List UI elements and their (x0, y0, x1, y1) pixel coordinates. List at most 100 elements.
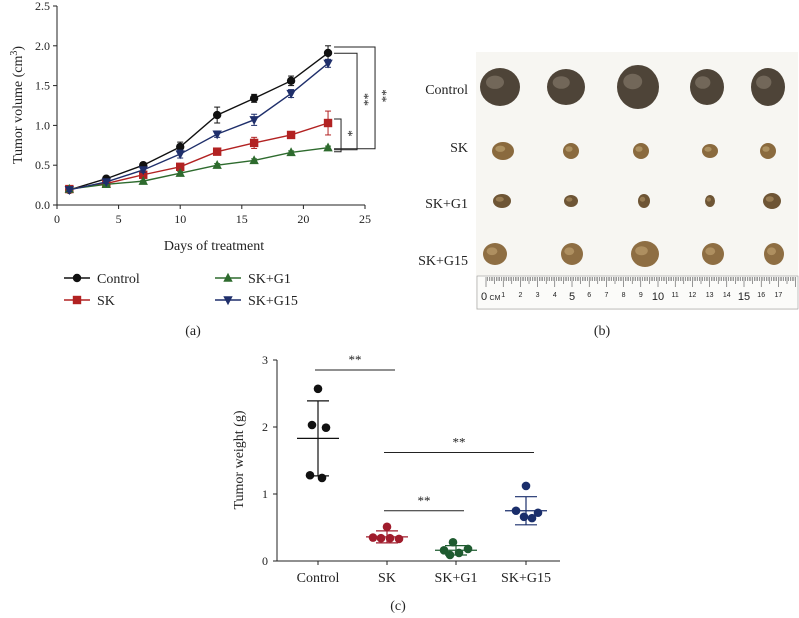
significance-label: ** (375, 89, 390, 102)
x-tick-label: 25 (359, 212, 371, 226)
point-control (176, 142, 185, 152)
significance-label: ** (349, 352, 362, 367)
x-tick-label: 20 (297, 212, 309, 226)
significance-label: ** (453, 434, 466, 449)
y-tick-label: 0.0 (35, 198, 50, 212)
tumor-highlight (566, 197, 573, 202)
series-line-sk (69, 122, 329, 190)
tumor-highlight (486, 247, 498, 256)
panel-c-y-axis-title: Tumor weight (g) (232, 410, 247, 509)
tumor-highlight (635, 146, 643, 152)
photo-tumors (480, 65, 785, 267)
ruler-minor-label: 6 (587, 292, 591, 299)
point-control (286, 76, 296, 86)
ruler-major-label: 15 (738, 291, 750, 303)
point-sk-g1 (323, 142, 333, 152)
panel-a-series (64, 45, 333, 196)
tumor-highlight (765, 196, 774, 202)
series-sk-g15 (64, 58, 333, 196)
point-sk-g1 (175, 167, 185, 177)
y-tick-label: 1.0 (35, 118, 50, 132)
y-tick-label: 1.5 (35, 79, 50, 93)
x-tick-label: 15 (236, 212, 248, 226)
photo-row-label-sk-g15: SK+G15 (418, 254, 468, 269)
scatter-point-control (305, 470, 315, 480)
panel-a-line-chart: 0.0 0.5 1.0 1.5 2.0 2.5 0 5 10 15 20 25 Days of tre… (9, 0, 390, 339)
y-tick-label: 0 (262, 554, 268, 568)
photo-row-label-sk: SK (450, 141, 468, 156)
significance-bracket (334, 118, 342, 153)
panel-c-axes (276, 360, 560, 562)
legend-label-sk-g15: SK+G15 (248, 294, 298, 309)
y-tick-label: 1 (262, 487, 268, 501)
point-sk-g15 (175, 150, 185, 160)
x-tick-label: 10 (174, 212, 186, 226)
point-sk-g1 (138, 175, 148, 185)
panel-a-label: (a) (185, 324, 201, 339)
point-sk-g1 (286, 147, 296, 157)
panel-a-legend: Control SK SK+G1 SK+G15 (64, 272, 298, 309)
x-tick-label-sk: SK (378, 571, 396, 586)
scatter-group-sk-g15 (505, 481, 547, 526)
panel-a-axes (56, 6, 365, 206)
y-tick-label: 2 (262, 420, 268, 434)
scatter-point-sk (394, 534, 404, 544)
panel-c-label: (c) (390, 599, 406, 614)
scatter-point-sk-g15 (521, 481, 531, 491)
point-sk-g15 (64, 186, 75, 196)
scatter-point-sk (368, 533, 378, 542)
x-tick-label: 0 (54, 212, 60, 226)
point-sk-g15 (212, 130, 222, 140)
ruler-minor-label: 1 (501, 292, 505, 299)
point-sk (212, 147, 222, 156)
tumor-highlight (706, 197, 711, 202)
tumor-highlight (639, 196, 646, 202)
ruler-zero-label: 0 (481, 291, 487, 303)
scatter-point-sk-g15 (519, 512, 529, 522)
point-sk (323, 118, 333, 128)
scatter-point-sk (376, 533, 386, 543)
y-tick-label: 3 (262, 353, 268, 367)
legend-marker-control (72, 273, 82, 283)
y-tick-label: 2.0 (35, 39, 50, 53)
tumor-highlight (623, 73, 643, 90)
significance-bracket (334, 52, 358, 151)
scatter-point-control (307, 420, 317, 430)
ruler-minor-label: 17 (775, 292, 783, 299)
ruler-unit-label: CM (490, 295, 501, 302)
point-sk-g15 (138, 166, 148, 176)
scatter-group-control (297, 384, 339, 483)
scatter-point-control (313, 384, 323, 394)
scatter-point-control (317, 473, 327, 483)
ruler-minor-label: 16 (757, 292, 765, 299)
tumor-highlight (565, 146, 573, 152)
ruler-minor-label: 13 (706, 292, 714, 299)
tumor-highlight (564, 247, 575, 256)
ruler-minor-label: 8 (622, 292, 626, 299)
legend-label-sk: SK (97, 294, 115, 309)
tumor-highlight (495, 196, 504, 202)
panel-c-scatter-chart: 0 1 2 3 Control SK SK+G1 SK+G15 Tumor weight (g… (232, 352, 560, 614)
panel-c-ticks: 0 1 2 3 Control SK SK+G1 SK+G15 (262, 353, 551, 586)
ruler-minor-label: 12 (689, 292, 697, 299)
tumor-highlight (486, 75, 504, 89)
ruler-minor-label: 7 (604, 292, 608, 299)
photo-row-label-control: Control (425, 83, 468, 98)
tumor-highlight (704, 146, 712, 152)
scatter-point-sk-g1 (463, 544, 473, 554)
ruler-minor-label: 4 (553, 292, 557, 299)
ruler-minor-label: 3 (536, 292, 540, 299)
tumor-highlight (767, 247, 776, 256)
significance-label: * (341, 130, 356, 137)
scatter-point-sk-g1 (448, 537, 458, 547)
panel-c-series (297, 384, 547, 560)
point-control (249, 94, 259, 103)
y-tick-label: 2.5 (35, 0, 50, 13)
panel-c-significance: ** ** ** (315, 352, 534, 512)
panel-b-tumor-photo: 1 2 3 4 5 6 7 8 9 10 11 12 13 14 15 16 170 CM Control SK … (418, 52, 799, 339)
tumor-highlight (705, 247, 716, 256)
point-sk-g1 (212, 160, 222, 169)
legend-label-control: Control (97, 272, 140, 287)
point-control (212, 110, 222, 120)
